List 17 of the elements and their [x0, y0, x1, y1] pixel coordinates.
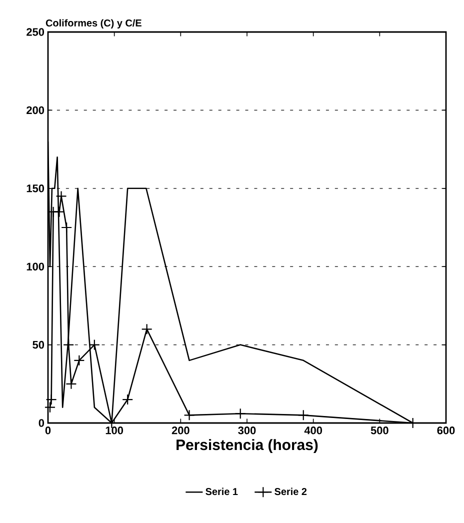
y-tick-label: 50	[32, 340, 44, 349]
x-tick-label: 500	[370, 426, 388, 434]
x-tick-label: 0	[45, 426, 51, 434]
x-axis-title: Persistencia (horas)	[176, 439, 318, 454]
x-tick-label: 300	[238, 426, 256, 434]
x-tick-label: 100	[106, 426, 124, 434]
legend-label: Serie 1	[206, 488, 238, 496]
y-tick-label: 150	[26, 184, 44, 192]
legend-label: Serie 2	[274, 488, 307, 496]
x-tick-label: 600	[437, 426, 455, 434]
y-tick-label: 200	[26, 106, 44, 114]
x-tick-label: 400	[304, 426, 322, 434]
y-axis-title: Coliformes (C) y C/E	[46, 19, 142, 28]
y-tick-label: 0	[38, 419, 44, 427]
y-tick-label: 250	[26, 28, 44, 36]
x-tick-label: 200	[172, 426, 190, 434]
y-tick-label: 100	[26, 262, 44, 270]
